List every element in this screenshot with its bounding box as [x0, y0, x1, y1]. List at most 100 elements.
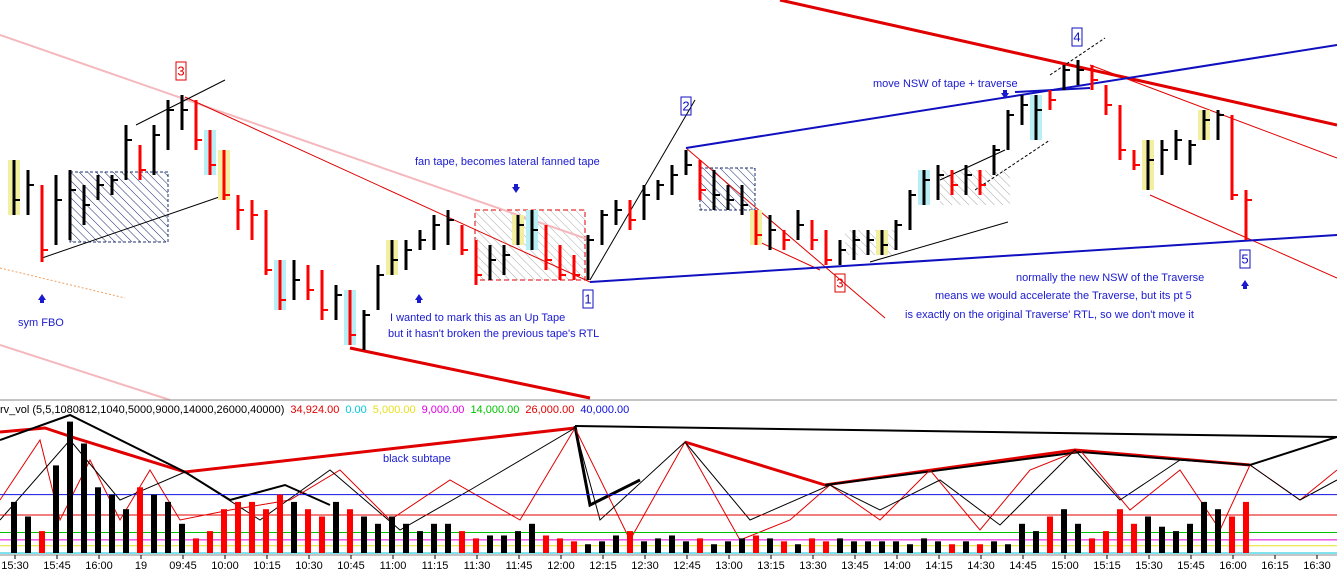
volume-bar	[417, 531, 423, 553]
x-tick-label: 13:15	[757, 560, 785, 572]
wave-label: 4	[1073, 29, 1080, 44]
volume-bar	[1117, 509, 1123, 553]
x-tick-label: 13:30	[799, 560, 827, 572]
legend-entry: 9,000.00	[422, 404, 465, 416]
volume-bar	[977, 544, 983, 553]
volume-bar	[1173, 531, 1179, 553]
volume-bar	[1019, 523, 1025, 553]
annotation: I wanted to mark this as an Up Tape	[390, 312, 565, 324]
volume-bar	[319, 516, 325, 553]
volume-bar	[571, 541, 577, 553]
x-tick-label: 16:30	[1303, 560, 1331, 572]
volume-bar	[1243, 501, 1249, 553]
volume-bar	[529, 523, 535, 553]
volume-bar	[669, 535, 675, 553]
x-tick-label: 15:30	[1135, 560, 1163, 572]
trend-line	[349, 346, 591, 400]
legend-name: rv_vol (5,5,1080812,1040,5000,9000,14000…	[0, 404, 284, 416]
arrow	[1241, 280, 1249, 289]
volume-bar	[459, 531, 465, 553]
volume-bar	[599, 541, 605, 553]
annotation: sym FBO	[18, 317, 64, 329]
wave-label: 3	[836, 275, 843, 290]
indicator-line	[574, 425, 1337, 438]
volume-bar	[165, 501, 171, 553]
volume-bar	[389, 516, 395, 553]
annotation: but it hasn't broken the previous tape's…	[388, 328, 599, 340]
wave-label: 1	[584, 291, 591, 306]
volume-bar	[487, 535, 493, 553]
volume-bar	[39, 531, 45, 553]
x-tick-label: 14:45	[1009, 560, 1037, 572]
x-tick-label: 11:00	[380, 560, 407, 572]
x-tick-label: 12:45	[673, 560, 701, 572]
x-tick-label: 16:00	[1219, 560, 1247, 572]
trend-line	[1149, 194, 1337, 279]
volume-bar	[333, 501, 339, 553]
wave-box	[1239, 249, 1251, 269]
volume-bar	[235, 501, 241, 553]
trend-line	[0, 344, 171, 401]
trend-line	[754, 239, 821, 271]
legend-entry: 26,000.00	[525, 404, 574, 416]
wave-box	[834, 273, 846, 293]
annotation: black subtape	[383, 453, 451, 465]
indicator-line	[684, 440, 1251, 487]
trend-line	[184, 96, 591, 283]
volume-bar	[641, 541, 647, 553]
volume-bar	[137, 487, 143, 553]
volume-bar	[991, 541, 997, 553]
annotation: fan tape, becomes lateral fanned tape	[415, 156, 600, 168]
legend-entry: 40,000.00	[580, 404, 629, 416]
trend-line	[685, 44, 1337, 149]
volume-bar	[179, 523, 185, 553]
volume-bar	[963, 541, 969, 553]
volume-bar	[739, 538, 745, 553]
x-tick-label: 15:45	[43, 560, 71, 572]
trend-line	[1014, 87, 1091, 93]
volume-bar	[361, 516, 367, 553]
x-tick-label: 10:00	[211, 560, 239, 572]
volume-bar	[249, 501, 255, 553]
volume-bar	[557, 538, 563, 553]
volume-bar	[1061, 509, 1067, 553]
volume-bar	[109, 494, 115, 553]
volume-bar	[1145, 516, 1151, 553]
volume-bar	[865, 541, 871, 553]
volume-bar	[907, 544, 913, 553]
x-tick-label: 14:00	[883, 560, 911, 572]
arrow	[415, 294, 423, 303]
annotation: move NSW of tape + traverse	[873, 78, 1018, 90]
volume-bar	[921, 538, 927, 553]
wave-box	[680, 96, 692, 116]
x-tick-label: 13:00	[715, 560, 743, 572]
wave-label: 5	[1241, 251, 1248, 266]
legend-entry: 14,000.00	[470, 404, 519, 416]
volume-bar	[1131, 523, 1137, 553]
volume-bar	[123, 509, 129, 553]
indicator-line	[0, 427, 1337, 531]
x-tick-label: 15:45	[1177, 560, 1205, 572]
annotation: means we would accelerate the Traverse, …	[935, 290, 1192, 302]
volume-bar	[949, 544, 955, 553]
volume-bar	[823, 541, 829, 553]
volume-bar	[221, 509, 227, 553]
volume-bar	[277, 494, 283, 553]
volume-bar	[1033, 531, 1039, 553]
volume-bar	[291, 501, 297, 553]
volume-bar	[655, 538, 661, 553]
x-tick-label: 16:00	[85, 560, 113, 572]
indicator-line	[824, 436, 1337, 486]
volume-bar	[445, 523, 451, 553]
volume-bar	[473, 538, 479, 553]
volume-bar	[613, 535, 619, 553]
wave-box	[175, 61, 187, 81]
trend-line	[589, 234, 1337, 283]
arrow	[1001, 90, 1009, 99]
trend-line	[41, 194, 226, 259]
volume-bar	[207, 531, 213, 553]
volume-bar	[1201, 501, 1207, 553]
volume-bar	[767, 538, 773, 553]
volume-bar	[1005, 544, 1011, 553]
volume-bar	[1047, 516, 1053, 553]
